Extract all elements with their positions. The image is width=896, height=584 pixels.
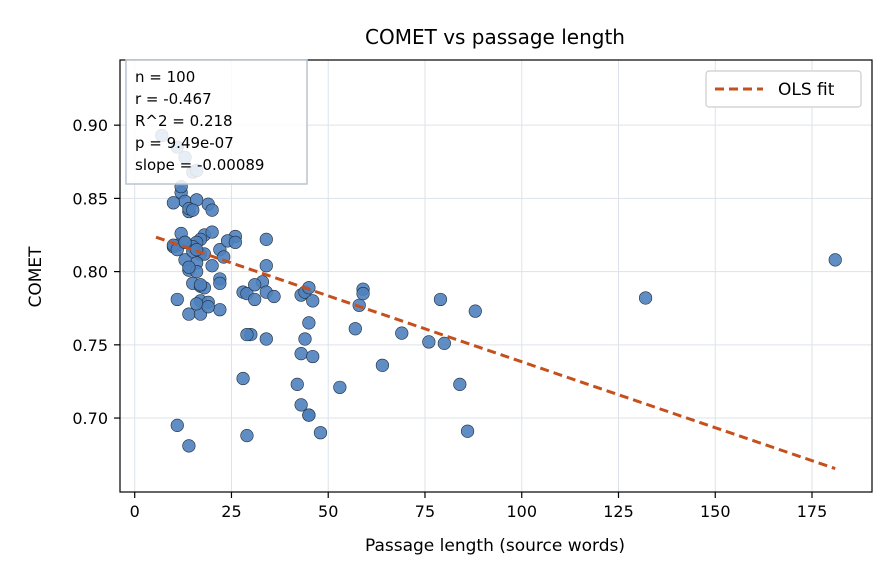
data-point <box>395 326 409 340</box>
x-tick-label: 150 <box>700 502 731 521</box>
data-point <box>190 297 204 311</box>
data-point <box>348 322 362 336</box>
data-point <box>433 292 448 307</box>
x-axis-title: Passage length (source words) <box>365 536 625 556</box>
data-point <box>302 408 316 422</box>
y-tick-label: 0.70 <box>72 409 108 428</box>
data-point <box>205 203 219 217</box>
stats-box-frame <box>125 59 308 185</box>
data-point <box>422 335 436 349</box>
stats-box: n = 100 r = -0.467 R^2 = 0.218 p = 9.49e… <box>125 59 308 185</box>
data-point <box>302 316 316 330</box>
stats-r-squared: R^2 = 0.218 <box>135 112 233 130</box>
data-point <box>248 292 262 307</box>
y-tick-label: 0.75 <box>72 336 108 355</box>
stats-r: r = -0.467 <box>135 90 212 108</box>
data-point <box>294 347 308 361</box>
x-tick-label: 0 <box>130 502 140 521</box>
data-point <box>638 291 653 305</box>
x-tick-label: 25 <box>221 502 241 521</box>
data-point <box>240 327 254 342</box>
data-point <box>182 260 196 274</box>
data-point <box>298 332 312 346</box>
data-point <box>290 377 304 391</box>
data-point <box>828 253 842 267</box>
data-point <box>453 377 467 391</box>
data-point <box>213 303 227 317</box>
x-tick-label: 50 <box>318 502 338 521</box>
data-point <box>166 196 181 210</box>
data-point <box>205 259 219 273</box>
data-point <box>294 398 308 412</box>
x-tick-label: 175 <box>797 502 828 521</box>
data-point <box>170 418 184 432</box>
regression-line-layer <box>155 235 836 470</box>
data-point <box>228 235 242 249</box>
data-point <box>213 276 227 290</box>
data-point <box>240 429 254 443</box>
data-point <box>182 307 196 321</box>
y-tick-label: 0.90 <box>72 116 108 135</box>
data-point <box>306 349 320 364</box>
x-tick-label: 75 <box>415 502 435 521</box>
stats-n: n = 100 <box>135 68 195 86</box>
data-point <box>460 424 475 438</box>
data-point <box>313 426 328 440</box>
x-tick-label: 125 <box>603 502 634 521</box>
data-point <box>170 292 184 307</box>
data-point <box>468 304 482 318</box>
ols-fit-line <box>155 235 836 470</box>
data-point <box>193 278 208 292</box>
axis-ticks: 0 25 50 75 100 125 150 175 0.70 0.75 0.80 0.85 0.90 <box>72 116 827 521</box>
data-point <box>259 332 273 346</box>
legend-label-ols-fit: OLS fit <box>778 80 835 100</box>
y-axis-title: COMET <box>26 246 46 308</box>
data-point <box>259 232 273 246</box>
plot-frame <box>119 59 873 493</box>
legend: OLS fit <box>705 70 862 108</box>
y-tick-label: 0.85 <box>72 189 108 208</box>
stats-slope: slope = -0.00089 <box>135 156 264 174</box>
legend-frame <box>705 70 862 108</box>
data-point <box>333 380 347 394</box>
data-point <box>205 225 219 239</box>
data-point <box>356 286 370 301</box>
data-point <box>267 289 281 304</box>
data-point <box>201 300 215 314</box>
chart-title: COMET vs passage length <box>365 25 625 49</box>
data-point <box>375 358 390 372</box>
stats-p-value: p = 9.49e-07 <box>135 134 234 152</box>
data-point <box>306 294 320 308</box>
data-point <box>248 278 262 292</box>
data-point <box>186 203 200 217</box>
y-tick-label: 0.80 <box>72 263 108 282</box>
data-point <box>437 336 451 350</box>
data-point <box>259 259 273 273</box>
data-point <box>182 439 196 453</box>
data-point <box>236 371 250 386</box>
x-tick-label: 100 <box>506 502 537 521</box>
